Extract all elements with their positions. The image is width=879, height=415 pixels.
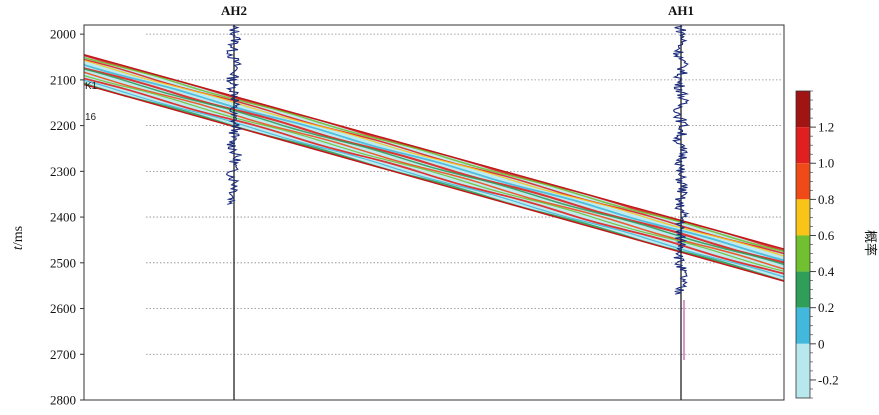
band-stripe xyxy=(84,67,784,264)
colorbar-tick-label: 0.8 xyxy=(818,192,834,207)
svg-text:t/ms: t/ms xyxy=(11,226,26,250)
colorbar-segment xyxy=(796,199,810,236)
y-axis-title: t/ms xyxy=(11,226,26,250)
probability-band xyxy=(83,54,785,282)
band-stripe xyxy=(84,64,784,262)
y-tick-label: 2600 xyxy=(50,301,76,316)
y-axis-title-var: t xyxy=(11,245,26,250)
y-tick-label: 2500 xyxy=(50,255,76,270)
y-tick-label: 2700 xyxy=(50,347,76,362)
colorbar-tick-label: 1.0 xyxy=(818,156,834,171)
y-tick-label: 2800 xyxy=(50,393,76,408)
colorbar: 1.2 1.0 0.8 0.6 0.4 0.2 0 -0.2 xyxy=(795,90,839,399)
y-axis-title-unit: /ms xyxy=(11,226,26,246)
band-stripe xyxy=(84,79,784,278)
well-logs: AH2 AH1 xyxy=(221,3,694,400)
horizon-label-k1: K1 xyxy=(85,81,98,92)
colorbar-segment xyxy=(796,343,810,398)
y-tick-label: 2000 xyxy=(50,27,76,42)
colorbar-segment xyxy=(796,307,810,344)
well-log-curve-ah1 xyxy=(671,24,690,295)
colorbar-tick-label: 0.6 xyxy=(818,228,835,243)
layer-bottom-boundary xyxy=(83,83,785,282)
y-tick-label: 2200 xyxy=(50,118,76,133)
colorbar-tick-label: 0.2 xyxy=(818,300,834,315)
colorbar-tick-label: 0.4 xyxy=(818,264,835,279)
band-stripe xyxy=(84,75,784,272)
well-label-ah2: AH2 xyxy=(221,3,247,18)
band-stripe xyxy=(84,77,784,275)
horizon-label-16: 16 xyxy=(85,112,97,123)
y-tick-label: 2400 xyxy=(50,210,76,225)
band-stripe xyxy=(84,59,784,257)
y-axis-ticks: 2000 2100 2200 2300 2400 2500 2600 2700 2800 xyxy=(50,27,84,408)
band-stripe xyxy=(84,71,784,270)
well-log-curve-ah2 xyxy=(225,24,243,205)
colorbar-tick-label: -0.2 xyxy=(818,372,839,387)
colorbar-segment xyxy=(796,127,810,164)
band-stripe xyxy=(84,56,784,253)
colorbar-tick-label: 0 xyxy=(818,336,825,351)
colorbar-segment xyxy=(796,235,810,272)
layer-top-boundary xyxy=(83,54,785,250)
plot-frame xyxy=(83,24,785,401)
colorbar-segment xyxy=(796,271,810,308)
y-tick-label: 2300 xyxy=(50,164,76,179)
y-gridlines xyxy=(146,33,782,355)
colorbar-title: 概率 xyxy=(862,230,878,256)
colorbar-segment xyxy=(796,163,810,200)
colorbar-tick-label: 1.2 xyxy=(818,120,834,135)
band-stripe xyxy=(84,68,784,266)
band-stripe xyxy=(84,58,784,255)
y-tick-label: 2100 xyxy=(50,72,76,87)
colorbar-segment xyxy=(796,91,810,128)
well-label-ah1: AH1 xyxy=(668,3,694,18)
